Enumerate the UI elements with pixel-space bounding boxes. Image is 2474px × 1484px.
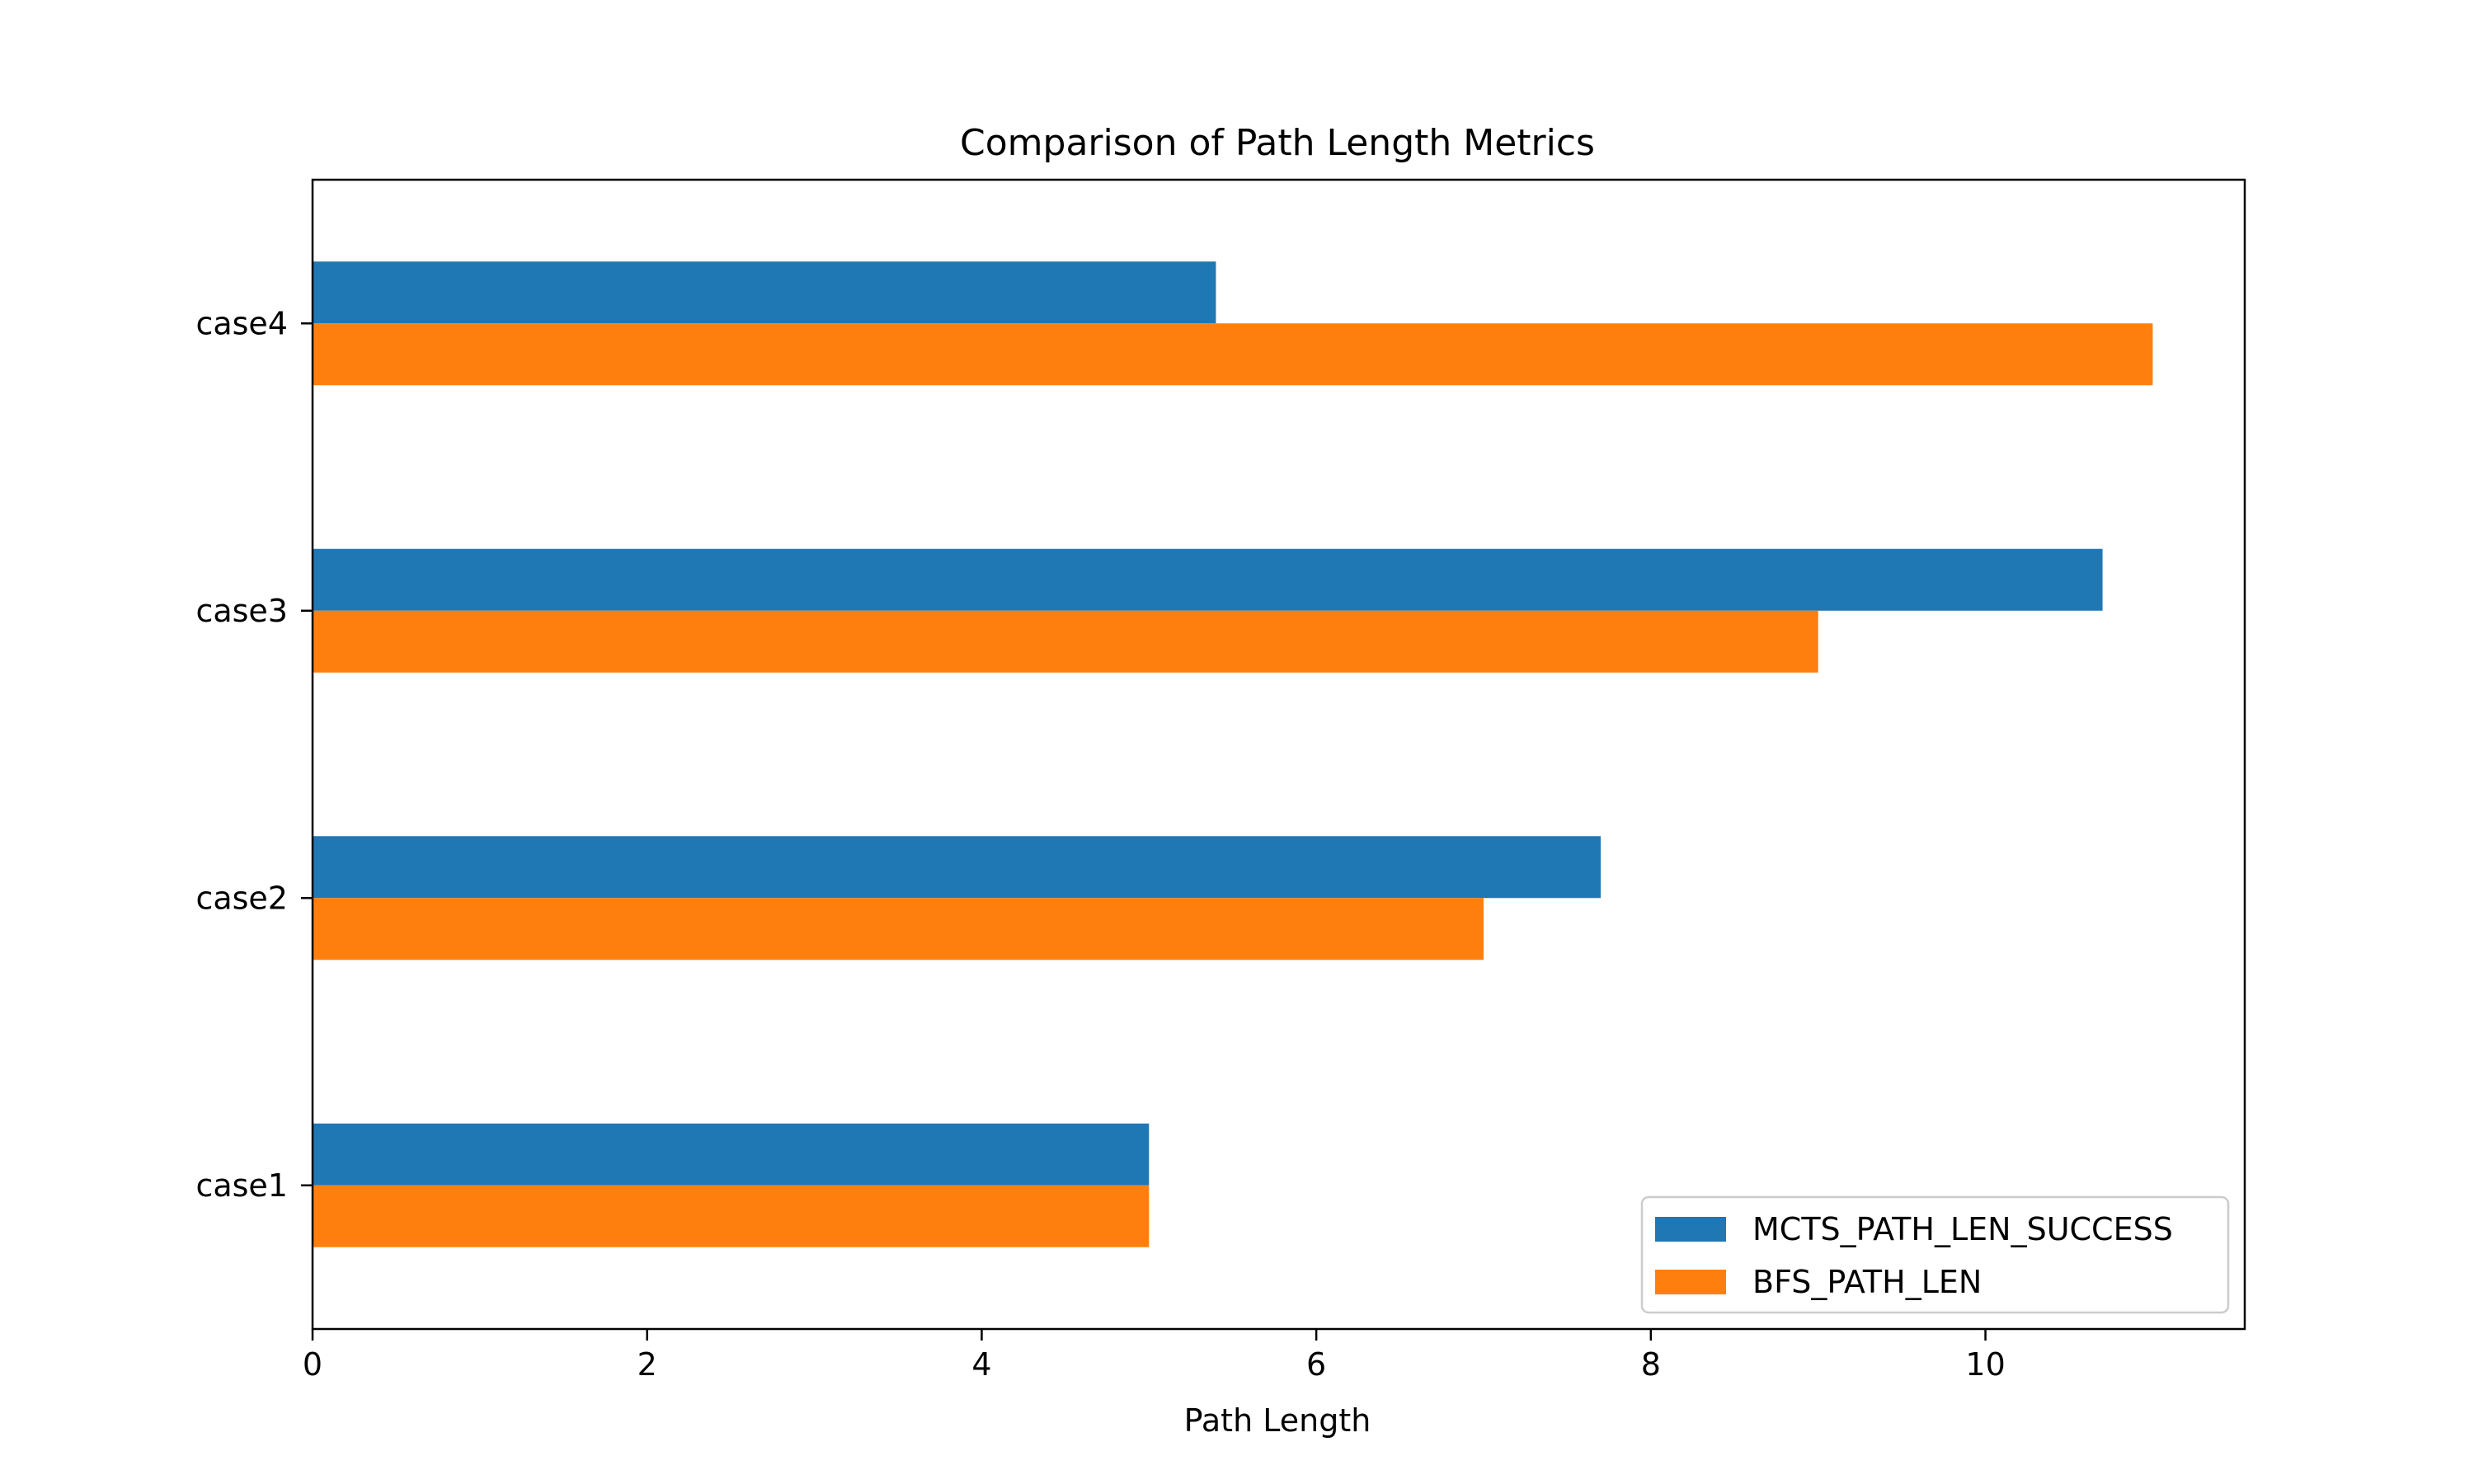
bar-case4-bfs-path-len bbox=[313, 323, 2153, 386]
legend-label: MCTS_PATH_LEN_SUCCESS bbox=[1752, 1211, 2173, 1247]
bar-case2-bfs-path-len bbox=[313, 898, 1484, 960]
x-tick-label: 10 bbox=[1965, 1346, 2005, 1383]
x-axis: 0 2 4 6 8 10 bbox=[303, 1329, 2006, 1383]
legend-label: BFS_PATH_LEN bbox=[1752, 1264, 1982, 1300]
y-tick-label: case2 bbox=[195, 880, 288, 916]
x-tick-label: 0 bbox=[303, 1346, 322, 1383]
y-axis: case1 case2 case3 case4 bbox=[195, 305, 313, 1204]
x-tick-label: 8 bbox=[1641, 1346, 1661, 1383]
x-tick-label: 6 bbox=[1306, 1346, 1326, 1383]
x-tick-label: 2 bbox=[637, 1346, 657, 1383]
legend-swatch bbox=[1655, 1270, 1726, 1294]
y-tick-label: case1 bbox=[195, 1167, 288, 1204]
x-tick-label: 4 bbox=[971, 1346, 991, 1383]
legend: MCTS_PATH_LEN_SUCCESS BFS_PATH_LEN bbox=[1640, 1195, 2230, 1314]
bar-case2-mcts-path-len-success bbox=[313, 836, 1601, 899]
x-axis-label: Path Length bbox=[1184, 1402, 1371, 1439]
legend-swatch bbox=[1655, 1217, 1726, 1242]
chart-title: Comparison of Path Length Metrics bbox=[960, 122, 1595, 164]
bars-layer bbox=[313, 261, 2153, 1247]
plot-frame bbox=[311, 178, 2246, 1331]
bar-case3-bfs-path-len bbox=[313, 610, 1818, 673]
bar-case1-bfs-path-len bbox=[313, 1185, 1150, 1247]
bar-case1-mcts-path-len-success bbox=[313, 1123, 1150, 1186]
legend-box bbox=[1640, 1195, 2230, 1314]
y-tick-label: case4 bbox=[195, 305, 288, 341]
bar-case4-mcts-path-len-success bbox=[313, 261, 1216, 324]
bar-case3-mcts-path-len-success bbox=[313, 548, 2103, 611]
y-tick-label: case3 bbox=[195, 593, 288, 629]
